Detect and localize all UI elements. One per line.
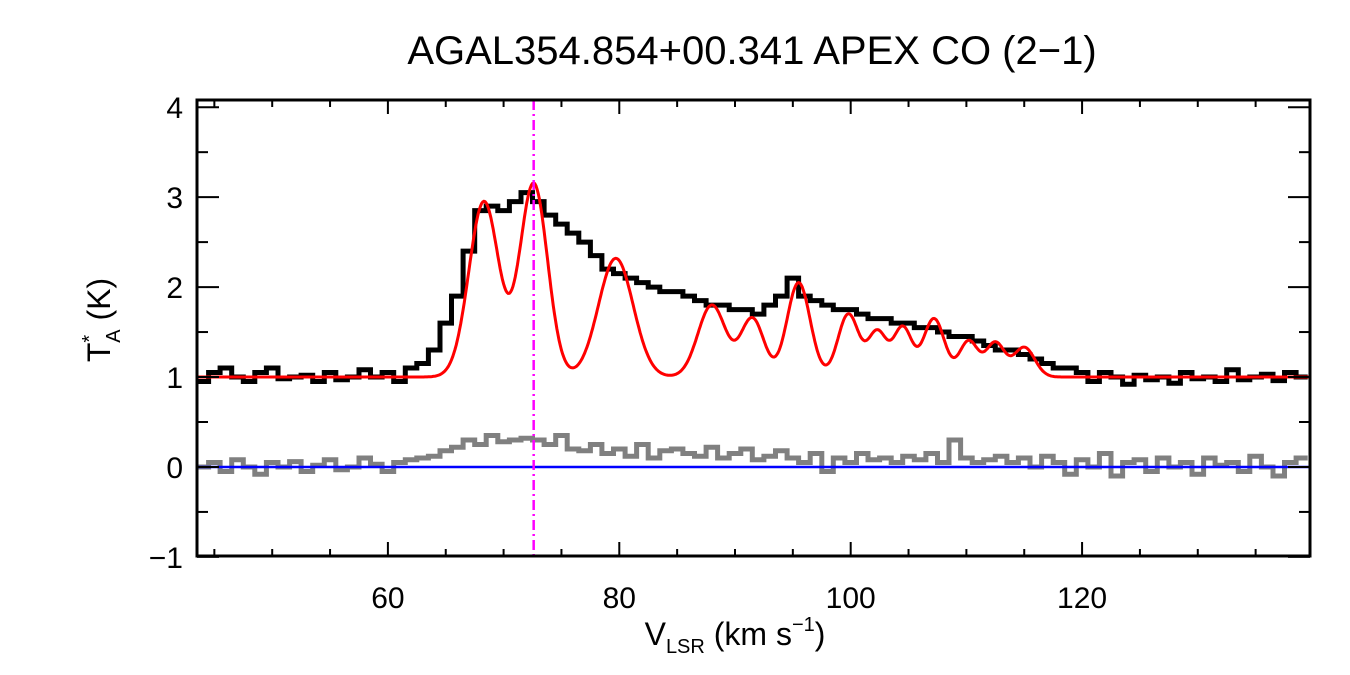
x-label-main: V	[645, 616, 667, 652]
x-tick-label: 120	[1057, 582, 1107, 615]
axes: 60 80 100 120 −1 0 1 2 3 4	[149, 92, 1312, 615]
gaussian-fit	[197, 181, 1310, 379]
x-label-sup: −1	[792, 614, 815, 636]
x-label-end: )	[815, 616, 826, 652]
x-axis-label: VLSR (km s−1)	[645, 614, 826, 658]
observed-spectrum	[197, 190, 1308, 387]
y-tick-label: 1	[166, 362, 183, 395]
y-tick-label: 4	[166, 92, 183, 125]
chart-title: AGAL354.854+00.341 APEX CO (2−1)	[407, 29, 1096, 73]
x-label-unit: (km s	[705, 616, 792, 652]
y-label-unit: (K)	[81, 278, 117, 330]
residual-spectrum	[197, 433, 1308, 479]
y-label-main: T	[81, 343, 117, 363]
y-label-sub: A	[103, 329, 125, 343]
x-label-sub: LSR	[666, 636, 705, 658]
y-tick-label: −1	[149, 542, 183, 575]
x-tick-label: 80	[603, 582, 636, 615]
y-tick-label: 3	[166, 182, 183, 215]
x-tick-label: 60	[371, 582, 404, 615]
y-tick-label: 2	[166, 272, 183, 305]
y-tick-label: 0	[166, 452, 183, 485]
x-tick-label: 100	[826, 582, 876, 615]
y-label-sup: *	[79, 335, 101, 343]
plot-area	[197, 100, 1310, 556]
plot-frame	[195, 98, 1312, 558]
y-axis-label: T* A (K)	[79, 278, 125, 362]
